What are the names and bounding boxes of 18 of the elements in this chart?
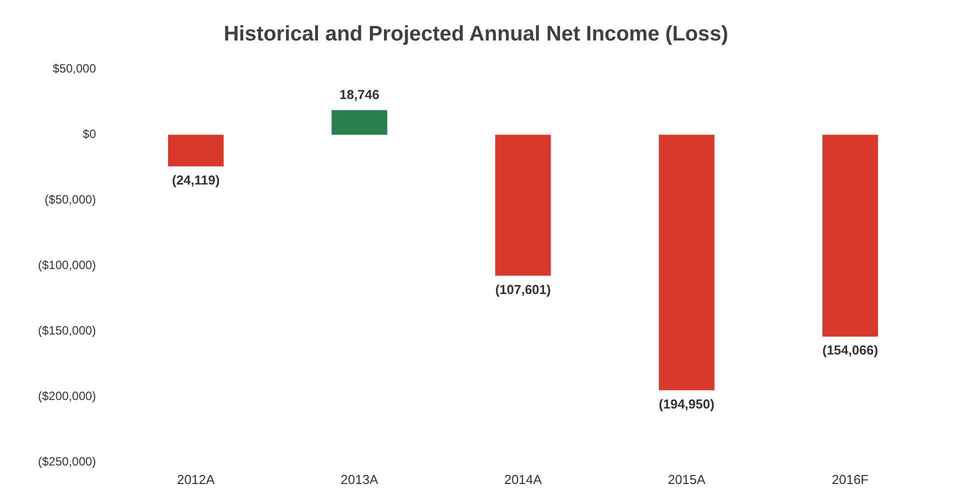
- data-label: (107,601): [495, 282, 551, 297]
- data-label: (194,950): [658, 396, 714, 412]
- y-tick-label: $50,000: [52, 62, 96, 76]
- x-tick-label: 2012A: [177, 472, 215, 487]
- y-tick-label: $0: [82, 127, 96, 142]
- data-label: 18,746: [340, 87, 380, 102]
- data-label: (154,066): [822, 342, 878, 358]
- x-tick-label: 2014A: [504, 472, 542, 487]
- y-tick-label: ($250,000): [38, 454, 96, 469]
- x-tick-label: 2013A: [340, 472, 379, 487]
- y-tick-label: ($200,000): [38, 389, 96, 404]
- data-label: (24,119): [172, 172, 220, 188]
- y-tick-label: ($50,000): [44, 192, 96, 207]
- x-tick-label: 2015A: [668, 472, 706, 487]
- y-tick-label: ($100,000): [38, 258, 96, 272]
- y-tick-label: ($150,000): [38, 324, 96, 338]
- x-tick-label: 2016F: [832, 472, 869, 487]
- chart-title: Historical and Projected Annual Net Income (Loss): [224, 22, 728, 46]
